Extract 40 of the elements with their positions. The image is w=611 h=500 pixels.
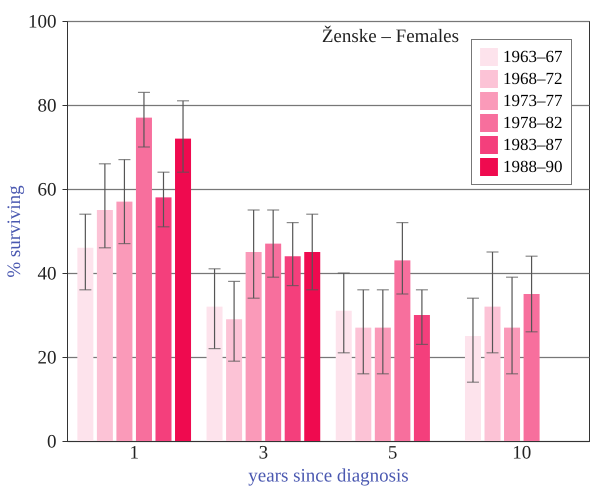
- legend-label: 1973–77: [503, 91, 563, 110]
- legend-label: 1978–82: [503, 113, 562, 132]
- bar: [116, 202, 132, 441]
- y-tick-label: 100: [28, 12, 56, 32]
- legend-label: 1988–90: [503, 157, 562, 176]
- chart-title: Ženske – Females: [322, 25, 459, 47]
- bar: [175, 138, 192, 441]
- x-tick-label: 1: [129, 442, 139, 464]
- bar: [77, 248, 94, 441]
- legend-label: 1968–72: [503, 69, 562, 88]
- legend-label: 1983–87: [503, 135, 563, 154]
- y-tick-label: 60: [38, 180, 56, 200]
- y-tick-label: 80: [38, 96, 56, 116]
- bar: [524, 294, 540, 441]
- x-tick-label: 5: [388, 442, 398, 464]
- x-tick-label: 3: [258, 442, 268, 464]
- x-tick-label: 10: [512, 442, 532, 464]
- y-axis-title: % surviving: [4, 184, 25, 278]
- bar: [336, 310, 352, 441]
- y-tick-label: 0: [47, 432, 56, 452]
- bar: [355, 328, 372, 441]
- y-tick-label: 20: [38, 348, 56, 368]
- bar: [206, 306, 223, 441]
- bar: [504, 328, 520, 441]
- bar: [374, 328, 391, 441]
- bar: [304, 252, 320, 441]
- bar: [414, 315, 430, 441]
- bar: [136, 118, 152, 441]
- bar: [484, 306, 501, 441]
- x-axis-title: years since diagnosis: [248, 466, 409, 486]
- bar: [155, 197, 172, 441]
- bar: [394, 260, 410, 441]
- y-tick-label: 40: [38, 264, 56, 284]
- bar: [464, 336, 481, 441]
- legend-label: 1963–67: [503, 47, 563, 66]
- bar: [226, 319, 242, 441]
- bar: [96, 210, 113, 441]
- bar: [284, 256, 301, 441]
- bar: [246, 252, 262, 441]
- bar: [265, 244, 282, 441]
